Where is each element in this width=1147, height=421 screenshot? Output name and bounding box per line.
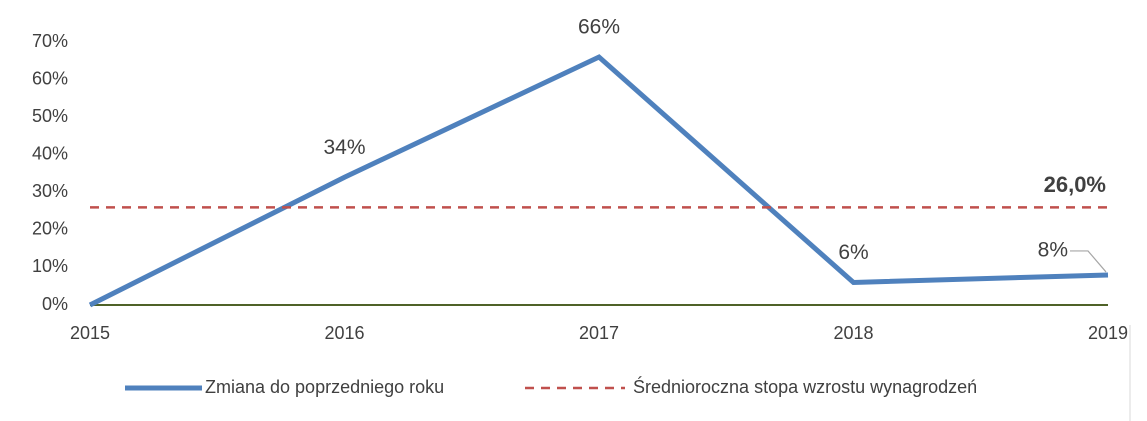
- value-label: 66%: [578, 16, 620, 39]
- legend-label: Średnioroczna stopa wzrostu wynagrodzeń: [633, 376, 977, 397]
- value-label: 26,0%: [1044, 172, 1106, 197]
- y-tick-label: 20%: [32, 219, 68, 239]
- y-tick-label: 70%: [32, 31, 68, 51]
- y-tick-label: 10%: [32, 256, 68, 276]
- x-tick-label: 2016: [324, 323, 364, 343]
- y-tick-label: 60%: [32, 68, 68, 88]
- legend-label: Zmiana do poprzedniego roku: [205, 377, 444, 397]
- x-tick-label: 2019: [1088, 323, 1128, 343]
- value-label: 6%: [838, 241, 868, 264]
- x-tick-label: 2015: [70, 323, 110, 343]
- x-tick-label: 2017: [579, 323, 619, 343]
- value-label: 34%: [323, 136, 365, 159]
- leader-line: [1070, 250, 1107, 273]
- y-tick-label: 0%: [42, 294, 68, 314]
- value-label: 8%: [1038, 238, 1068, 261]
- x-tick-label: 2018: [833, 323, 873, 343]
- y-tick-label: 30%: [32, 181, 68, 201]
- y-tick-label: 40%: [32, 143, 68, 163]
- series-line: [88, 54, 1109, 308]
- y-tick-label: 50%: [32, 106, 68, 126]
